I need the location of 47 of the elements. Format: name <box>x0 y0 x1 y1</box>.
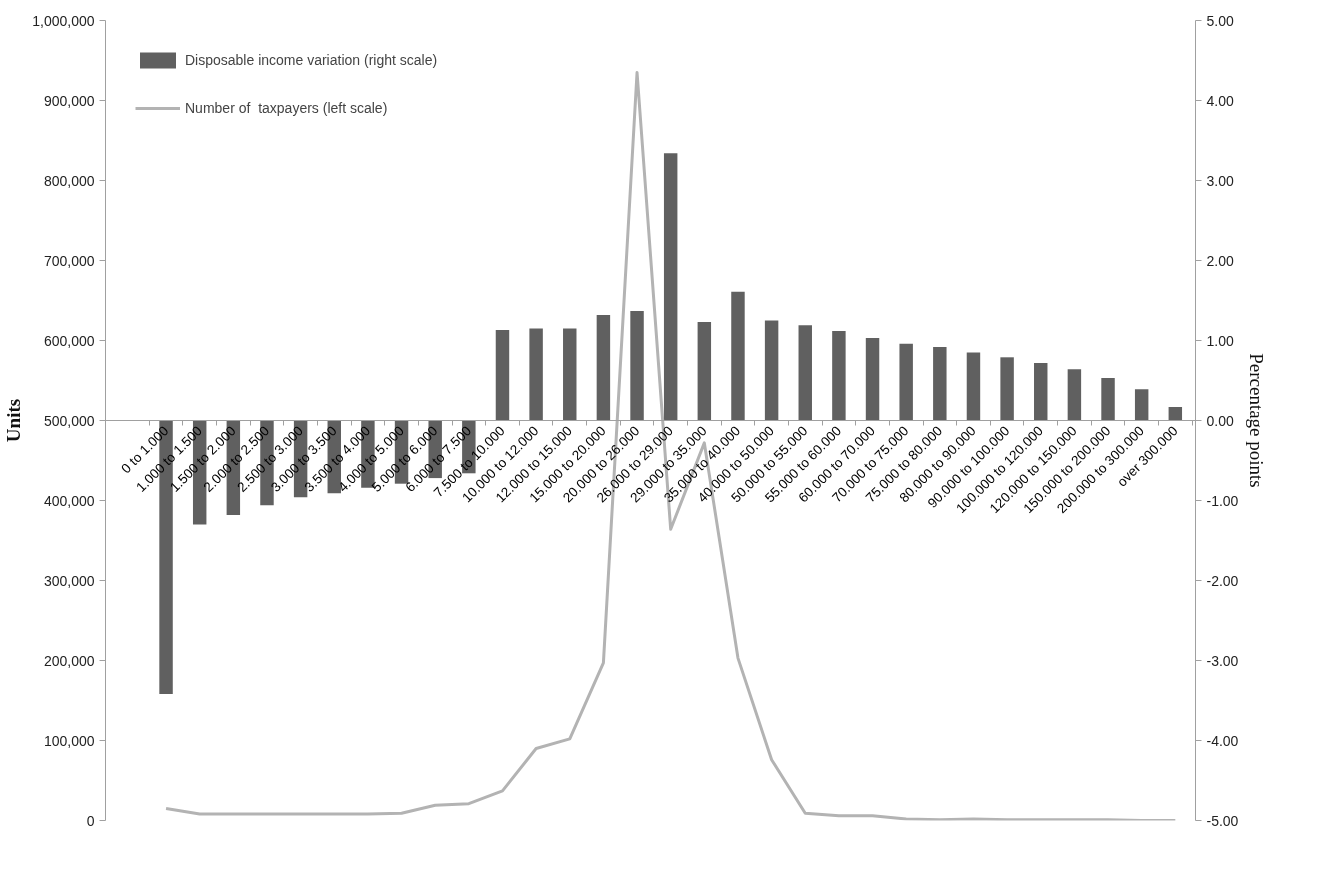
y-tick-label: 200,000 <box>43 652 95 669</box>
y-tick-label: 900,000 <box>43 92 95 109</box>
y2-tick-label: 0.00 <box>1206 412 1234 429</box>
y2-tick-label: 5.00 <box>1206 12 1234 29</box>
y-tick-label: 0 <box>86 812 95 829</box>
y-tick-label: 600,000 <box>43 332 95 349</box>
y-tick-label: 100,000 <box>43 732 95 749</box>
y-tick-label: 400,000 <box>43 492 95 509</box>
bar <box>663 153 678 421</box>
bar <box>731 291 745 421</box>
y2-axis-title: Percentage points <box>1246 353 1268 488</box>
bar <box>630 310 644 421</box>
bar <box>899 343 913 421</box>
legend-label: Number of taxpayers (left scale) <box>185 100 388 116</box>
y-tick-label: 500,000 <box>43 412 95 429</box>
bar <box>1034 362 1048 421</box>
bar <box>1067 369 1082 421</box>
y2-tick-label: -3.00 <box>1206 652 1239 669</box>
y-axis-title: Units <box>3 398 25 443</box>
bar <box>563 328 577 421</box>
y2-tick-label: -4.00 <box>1206 732 1239 749</box>
y2-tick-label: 1.00 <box>1206 332 1234 349</box>
bar <box>966 352 981 421</box>
bar <box>1101 378 1115 421</box>
bar <box>1134 389 1149 421</box>
bar <box>798 325 812 421</box>
y-tick-label: 800,000 <box>43 172 95 189</box>
bar <box>832 330 846 421</box>
bar <box>529 328 543 421</box>
y2-tick-label: -5.00 <box>1206 812 1239 829</box>
bar <box>933 346 947 421</box>
y2-tick-label: -1.00 <box>1206 492 1239 509</box>
bar <box>1168 406 1183 421</box>
y-tick-label: 700,000 <box>43 252 95 269</box>
bar <box>1000 357 1014 421</box>
bar <box>596 314 611 421</box>
y-tick-label: 1,000,000 <box>32 12 95 29</box>
bar <box>764 320 779 421</box>
bar <box>697 322 712 421</box>
y2-tick-label: 2.00 <box>1206 252 1234 269</box>
y2-tick-label: 4.00 <box>1206 92 1234 109</box>
y-tick-label: 300,000 <box>43 572 95 589</box>
y2-tick-label: 3.00 <box>1206 172 1234 189</box>
bar <box>495 330 510 421</box>
legend-label: Disposable income variation (right scale) <box>185 52 438 68</box>
bar <box>865 338 880 421</box>
y2-tick-label: -2.00 <box>1206 572 1239 589</box>
